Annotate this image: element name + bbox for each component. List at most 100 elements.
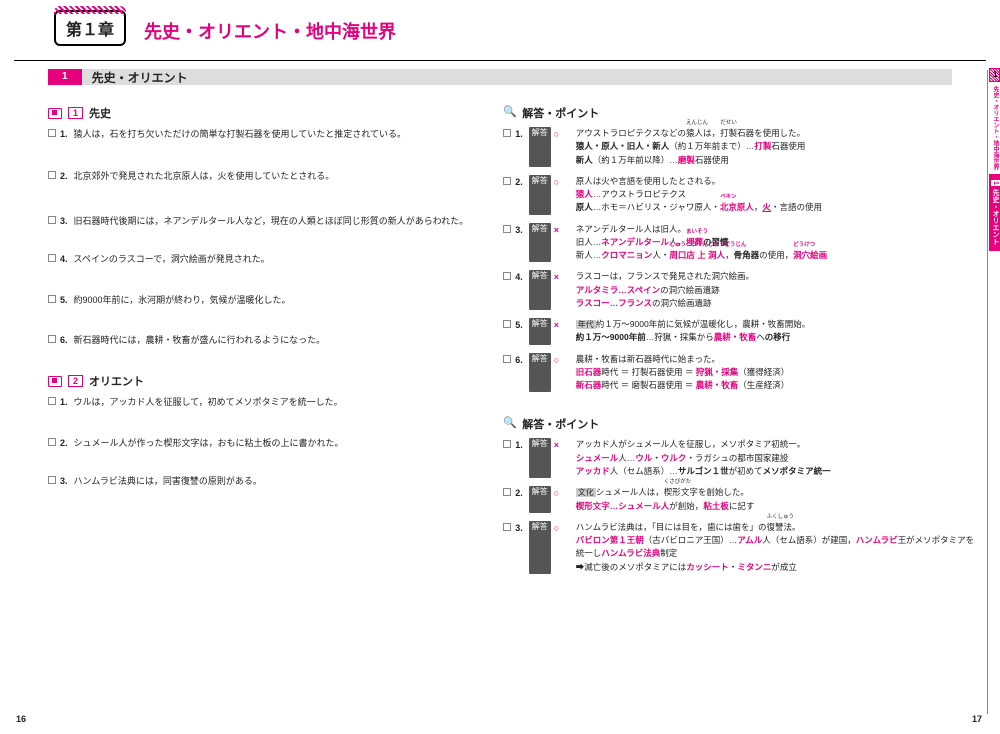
question-text: 約9000年前に，氷河期が終わり，気候が温暖化した。: [74, 293, 492, 307]
subsection-number: 1: [68, 107, 83, 119]
subsection-number: 2: [68, 375, 83, 387]
mark-wrong-icon: ×: [554, 318, 568, 345]
checkbox[interactable]: [48, 476, 56, 484]
magnify-icon: [503, 418, 518, 430]
section-title: 先史・オリエント: [82, 69, 188, 86]
answer-item: 3.解答×ネアンデルタール人は旧人。旧人…ネアンデルタール人，埋葬の習慣新人…ク…: [503, 223, 982, 263]
checkbox[interactable]: [48, 254, 56, 262]
answer-header: 解答・ポイント: [503, 105, 982, 121]
checkbox[interactable]: [503, 355, 511, 363]
answer-text: ラスコーは，フランスで発見された洞穴絵画。アルタミラ…スペインの洞穴絵画遺跡ラス…: [576, 270, 982, 310]
answer-text: 文化シュメール人は，楔形文字を創始した。楔形文字…シュメール人が創始，粘土板に記…: [576, 486, 982, 513]
question-text: スペインのラスコーで，洞穴絵画が発見された。: [74, 252, 492, 266]
checkbox[interactable]: [48, 438, 56, 446]
answer-badge: 解答: [529, 521, 551, 574]
answer-title: 解答・ポイント: [522, 105, 599, 121]
checkbox[interactable]: [503, 225, 511, 233]
answer-item: 3.解答○ハンムラビ法典は，「目には目を，歯には歯を」の復讐法。バビロン第１王朝…: [503, 521, 982, 574]
question-text: ハンムラビ法典には，同害復讐の原則がある。: [74, 474, 492, 488]
chapter-title: 先史・オリエント・地中海世界: [144, 10, 396, 44]
answer-item: 5.解答×年代約１万～9000年前に気候が温暖化し，農耕・牧畜開始。約１万～90…: [503, 318, 982, 345]
answer-text: アウストラロピテクスなどの猿人は，打製石器を使用した。猿人・原人・旧人・新人（約…: [576, 127, 982, 167]
answer-badge: 解答: [529, 318, 551, 345]
checkbox[interactable]: [503, 129, 511, 137]
question-text: 新石器時代には，農耕・牧畜が盛んに行われるようになった。: [74, 333, 492, 347]
subsection-title: 先史: [89, 105, 111, 121]
question-text: 北京郊外で発見された北京原人は，火を使用していたとされる。: [74, 169, 492, 183]
answer-badge: 解答: [529, 438, 551, 478]
question-number: 2.: [60, 436, 68, 450]
question-item: 4. スペインのラスコーで，洞穴絵画が発見された。: [48, 252, 491, 266]
question-number: 3.: [60, 474, 68, 488]
answer-badge: 解答: [529, 486, 551, 513]
answer-text: 農耕・牧畜は新石器時代に始まった。旧石器時代 ＝ 打製石器使用 ＝ 狩猟・採集（…: [576, 353, 982, 393]
page-divider: [987, 70, 988, 714]
question-item: 2. シュメール人が作った楔形文字は，おもに粘土板の上に書かれた。: [48, 436, 491, 450]
question-number: 5.: [60, 293, 68, 307]
mark-correct-icon: ○: [554, 175, 568, 215]
page-number-left: 16: [16, 714, 26, 724]
era-badge: 年代: [576, 320, 596, 329]
question-item: 3. ハンムラビ法典には，同害復讐の原則がある。: [48, 474, 491, 488]
checkbox[interactable]: [48, 171, 56, 179]
checkbox[interactable]: [503, 272, 511, 280]
mark-correct-icon: ○: [554, 486, 568, 513]
question-number: 1.: [60, 127, 68, 141]
checkbox[interactable]: [48, 295, 56, 303]
answer-item: 6.解答○農耕・牧畜は新石器時代に始まった。旧石器時代 ＝ 打製石器使用 ＝ 狩…: [503, 353, 982, 393]
subsection-header: 2 オリエント: [48, 373, 491, 389]
answer-badge: 解答: [529, 175, 551, 215]
question-text: 旧石器時代後期には，ネアンデルタール人など，現在の人類とほぼ同じ形質の新人があら…: [74, 214, 492, 228]
subsection-title: オリエント: [89, 373, 144, 389]
chapter-box: 第１章: [54, 10, 126, 46]
question-number: 6.: [60, 333, 68, 347]
answer-text: ハンムラビ法典は，「目には目を，歯には歯を」の復讐法。バビロン第１王朝（古バビロ…: [576, 521, 982, 574]
mark-wrong-icon: ×: [554, 223, 568, 263]
book-icon: [48, 108, 62, 119]
mark-correct-icon: ○: [554, 521, 568, 574]
answer-item: 1.解答×アッカド人がシュメール人を征服し，メソポタミア初統一。シュメール人…ウ…: [503, 438, 982, 478]
question-number: 2.: [60, 169, 68, 183]
culture-badge: 文化: [576, 488, 596, 497]
question-item: 1.猿人は，石を打ち欠いただけの簡単な打製石器を使用していたと推定されている。: [48, 127, 491, 141]
question-item: 1.ウルは，アッカド人を征服して，初めてメソポタミアを統一した。: [48, 395, 491, 409]
checkbox[interactable]: [503, 523, 511, 531]
checkbox[interactable]: [503, 177, 511, 185]
left-column: 1 先史 1.猿人は，石を打ち欠いただけの簡単な打製石器を使用していたと推定され…: [48, 93, 491, 582]
checkbox[interactable]: [503, 440, 511, 448]
mark-wrong-icon: ×: [554, 438, 568, 478]
answer-badge: 解答: [529, 353, 551, 393]
section-number: 1: [48, 69, 82, 85]
question-number: 4.: [60, 252, 68, 266]
question-text: ウルは，アッカド人を征服して，初めてメソポタミアを統一した。: [74, 395, 492, 409]
checkbox[interactable]: [48, 397, 56, 405]
answer-title: 解答・ポイント: [522, 416, 599, 432]
section-bar: 1 先史・オリエント: [48, 69, 952, 85]
checkbox[interactable]: [503, 488, 511, 496]
answer-text: アッカド人がシュメール人を征服し，メソポタミア初統一。シュメール人…ウル・ウルク…: [576, 438, 982, 478]
question-text: シュメール人が作った楔形文字は，おもに粘土板の上に書かれた。: [74, 436, 492, 450]
magnify-icon: [503, 107, 518, 119]
question-item: 3.旧石器時代後期には，ネアンデルタール人など，現在の人類とほぼ同じ形質の新人が…: [48, 214, 491, 228]
answer-item: 4.解答×ラスコーは，フランスで発見された洞穴絵画。アルタミラ…スペインの洞穴絵…: [503, 270, 982, 310]
question-item: 2. 北京郊外で発見された北京原人は，火を使用していたとされる。: [48, 169, 491, 183]
side-chapter-label: 先史・オリエント・地中海世界: [989, 82, 1000, 174]
answer-text: ネアンデルタール人は旧人。旧人…ネアンデルタール人，埋葬の習慣新人…クロマニョン…: [576, 223, 982, 263]
divider: [14, 60, 986, 61]
checkbox[interactable]: [503, 320, 511, 328]
checkbox[interactable]: [48, 216, 56, 224]
side-hatch-icon: 1: [989, 68, 1000, 82]
mark-correct-icon: ○: [554, 353, 568, 393]
checkbox[interactable]: [48, 129, 56, 137]
answer-badge: 解答: [529, 223, 551, 263]
answer-item: 2.解答○原人は火や言語を使用したとされる。猿人…アウストラロピテクス原人…ホモ…: [503, 175, 982, 215]
subsection-header: 1 先史: [48, 105, 491, 121]
mark-correct-icon: ○: [554, 127, 568, 167]
mark-wrong-icon: ×: [554, 270, 568, 310]
answer-text: 原人は火や言語を使用したとされる。猿人…アウストラロピテクス原人…ホモ＝ハビリス…: [576, 175, 982, 215]
answer-badge: 解答: [529, 270, 551, 310]
question-item: 5. 約9000年前に，氷河期が終わり，気候が温暖化した。: [48, 293, 491, 307]
answer-badge: 解答: [529, 127, 551, 167]
checkbox[interactable]: [48, 335, 56, 343]
answer-text: 年代約１万～9000年前に気候が温暖化し，農耕・牧畜開始。約１万～9000年前……: [576, 318, 982, 345]
